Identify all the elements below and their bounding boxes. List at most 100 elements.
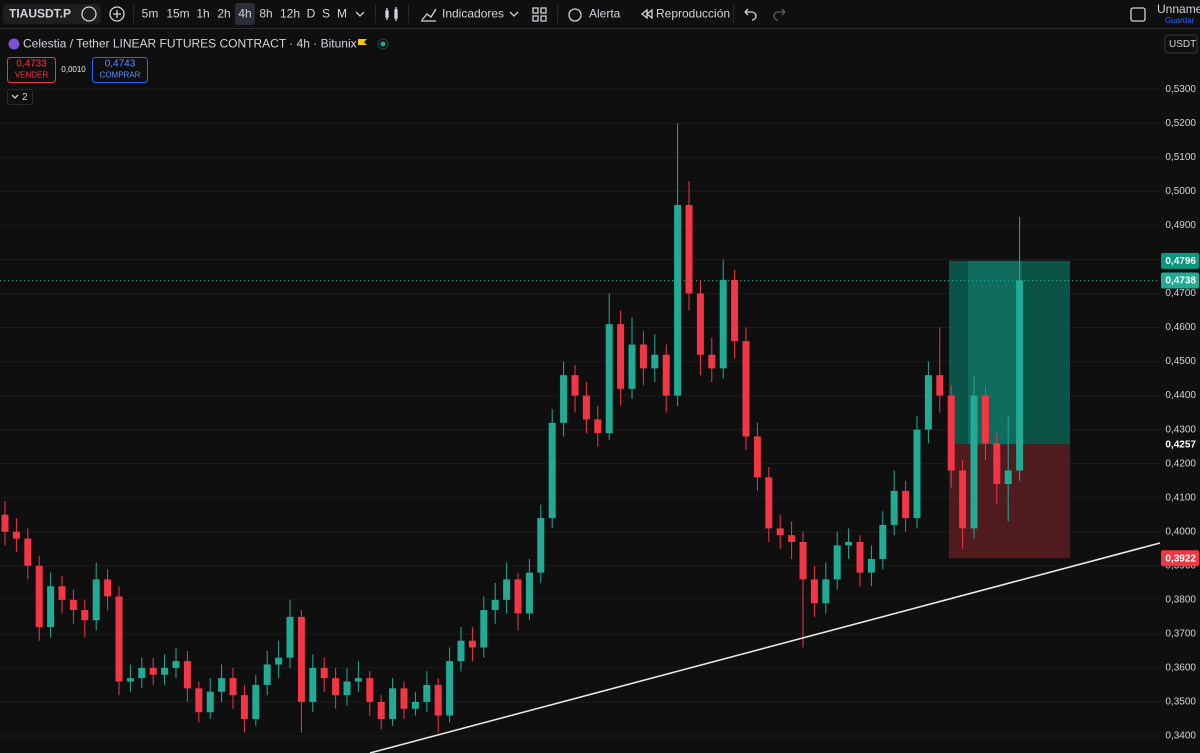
- timeframe[interactable]: 1h: [196, 7, 209, 21]
- candle-body: [411, 701, 419, 709]
- buy-button[interactable]: [92, 57, 148, 83]
- timeframe[interactable]: 5m: [142, 7, 159, 21]
- candle-body: [69, 599, 77, 611]
- candle-body: [845, 541, 853, 546]
- candle-body: [651, 354, 659, 369]
- candle-body: [81, 610, 89, 621]
- symbol-box[interactable]: [3, 4, 101, 24]
- add-symbol[interactable]: [109, 6, 125, 22]
- replay-icon[interactable]: [640, 8, 653, 20]
- candle-body: [742, 341, 750, 437]
- indicator-count[interactable]: 2: [22, 92, 28, 103]
- undo[interactable]: [744, 8, 757, 21]
- candle-body: [810, 579, 818, 604]
- buy-price[interactable]: 0,4743: [105, 59, 136, 70]
- trend-line: [369, 542, 1161, 753]
- timeframe[interactable]: 2h: [217, 7, 230, 21]
- candle-body: [719, 279, 727, 369]
- candle-body: [924, 375, 932, 430]
- candle-body: [936, 375, 944, 396]
- currency[interactable]: USDT: [1169, 39, 1196, 50]
- chart-type[interactable]: [385, 7, 398, 21]
- target-tag: [1161, 252, 1199, 269]
- candle-body: [788, 535, 796, 542]
- candle-body: [674, 204, 682, 396]
- sell-button[interactable]: [7, 57, 56, 83]
- layout-name[interactable]: Unnamed: [1157, 2, 1200, 16]
- candle-body: [320, 667, 328, 679]
- replay[interactable]: Reproducción: [656, 7, 730, 21]
- candle-body: [571, 375, 579, 396]
- candle-body: [309, 667, 317, 702]
- symbol-icon[interactable]: [81, 6, 97, 22]
- y-tick-label: 0,3600: [1165, 663, 1196, 674]
- layout-icon[interactable]: [1130, 7, 1146, 22]
- candle-body: [366, 678, 374, 702]
- indicators[interactable]: Indicadores: [442, 7, 504, 21]
- timeframe[interactable]: 15m: [166, 7, 189, 21]
- y-tick-label: 0,4500: [1165, 356, 1196, 367]
- stop-tag: [1161, 550, 1199, 567]
- flag[interactable]: [358, 39, 367, 45]
- add-symbol-plus: [113, 10, 121, 18]
- candle-body: [480, 610, 488, 648]
- candle-body: [867, 558, 875, 573]
- y-tick-label: 0,4900: [1165, 220, 1196, 231]
- candle-body: [753, 436, 761, 478]
- timeframe[interactable]: 8h: [259, 7, 272, 21]
- candle-body: [434, 684, 442, 716]
- save[interactable]: Guardar: [1165, 16, 1195, 25]
- chevron: [11, 94, 19, 99]
- candle-body: [879, 524, 887, 559]
- redo[interactable]: [773, 8, 786, 21]
- sell-price[interactable]: 0,4733: [16, 59, 47, 70]
- timeframe[interactable]: 4h: [238, 7, 251, 21]
- candle-body: [275, 657, 283, 665]
- y-tick-label: 0,4200: [1165, 458, 1196, 469]
- position-loss: [949, 444, 1070, 559]
- y-tick-label: 0,3700: [1165, 629, 1196, 640]
- symbol[interactable]: TIAUSDT.P: [9, 7, 71, 21]
- sell-label[interactable]: VENDER: [15, 71, 49, 80]
- plot: [0, 88, 1160, 737]
- candle-body: [731, 279, 739, 342]
- candle-body: [628, 344, 636, 389]
- candle-body: [354, 678, 362, 682]
- timeframe[interactable]: M: [337, 7, 347, 21]
- y-tick-label: 0,4000: [1165, 526, 1196, 537]
- candle-body: [1004, 470, 1012, 485]
- y-tick-label: 0,5000: [1165, 186, 1196, 197]
- buy-label[interactable]: COMPRAR: [100, 71, 141, 80]
- alert-icon[interactable]: [568, 8, 582, 22]
- timeframe[interactable]: D: [307, 7, 316, 21]
- indicators-menu[interactable]: [509, 11, 519, 17]
- timeframe-menu[interactable]: [355, 11, 365, 17]
- candle-body: [537, 518, 545, 573]
- last-price-label: 0,4738: [1165, 276, 1196, 287]
- timeframe-active[interactable]: [235, 3, 255, 25]
- templates[interactable]: [532, 7, 547, 22]
- y-tick-label: 0,4600: [1165, 322, 1196, 333]
- candle-body: [47, 586, 55, 628]
- y-tick-label: 0,4300: [1165, 424, 1196, 435]
- candle-body: [959, 470, 967, 529]
- axis-labels: 0,34000,35000,36000,37000,38000,39000,40…: [1161, 84, 1199, 742]
- indicators-icon[interactable]: [421, 8, 437, 22]
- indicator-toggle[interactable]: [7, 89, 33, 105]
- candle-body: [332, 678, 340, 696]
- currency-box[interactable]: [1164, 34, 1198, 54]
- timeframe[interactable]: 12h: [280, 7, 300, 21]
- status-dot: [380, 41, 386, 47]
- candle-body: [240, 695, 248, 719]
- y-tick-label: 0,4100: [1165, 492, 1196, 503]
- candle-body: [685, 204, 693, 294]
- alert[interactable]: Alerta: [589, 7, 621, 21]
- candle-body: [172, 661, 180, 668]
- timeframe[interactable]: S: [322, 7, 330, 21]
- candle-body: [993, 443, 1001, 485]
- candle-body: [856, 541, 864, 573]
- candle-body: [708, 354, 716, 369]
- candle-body: [126, 678, 134, 682]
